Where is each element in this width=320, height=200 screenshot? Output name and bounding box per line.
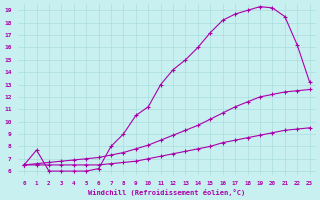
X-axis label: Windchill (Refroidissement éolien,°C): Windchill (Refroidissement éolien,°C) [88, 189, 245, 196]
